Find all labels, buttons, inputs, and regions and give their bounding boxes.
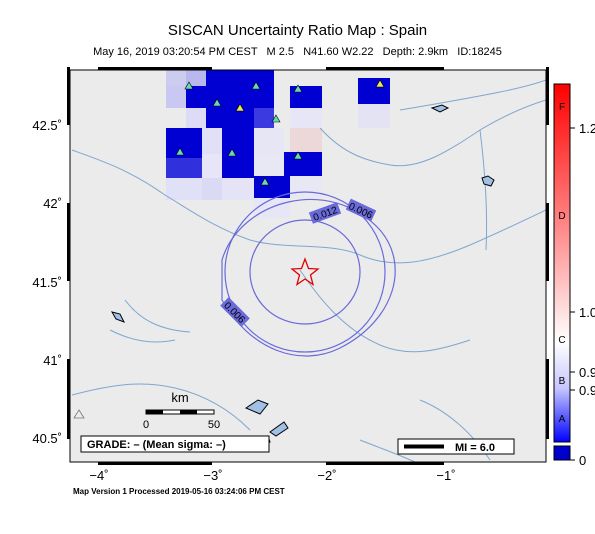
colorbar-value: 1.0 bbox=[579, 305, 595, 320]
colorbar-values: 1.2 1.0 0.9 0.9 0 bbox=[579, 121, 595, 468]
triangle-icon bbox=[212, 98, 222, 107]
colorbar-gradient bbox=[553, 83, 571, 443]
grade-letter: C bbox=[558, 335, 565, 346]
lat-tick-label: 40.5˚ bbox=[32, 431, 62, 446]
lat-tick-label: 42˚ bbox=[43, 196, 62, 211]
triangle-icon bbox=[235, 103, 245, 112]
grade-letter: F bbox=[559, 102, 565, 113]
uncertainty-grid bbox=[166, 70, 390, 218]
map-panel: 0.006 0.012 0.006 bbox=[67, 67, 549, 465]
colorbar: F D C B A 1.2 1.0 0.9 0.9 0 bbox=[553, 83, 595, 468]
svg-text:GRADE: – (Mean sigma: –): GRADE: – (Mean sigma: –) bbox=[87, 439, 226, 451]
svg-text:km: km bbox=[171, 390, 188, 405]
mi-legend: MI = 6.0 bbox=[397, 438, 515, 455]
lat-tick-label: 41˚ bbox=[43, 353, 62, 368]
triangle-icon bbox=[175, 147, 185, 156]
rivers bbox=[71, 79, 546, 462]
triangle-icon bbox=[73, 409, 85, 419]
triangle-icon bbox=[293, 151, 303, 160]
triangle-icon bbox=[184, 81, 194, 90]
lon-tick-label: −2˚ bbox=[317, 468, 336, 483]
lat-tick-label: 41.5˚ bbox=[32, 275, 62, 290]
grade-letter: B bbox=[559, 376, 566, 387]
grade-letter: A bbox=[559, 414, 566, 425]
scale-bar: km 0 50 bbox=[143, 390, 220, 431]
colorbar-value: 0 bbox=[579, 453, 586, 468]
grade-letter: D bbox=[558, 211, 565, 222]
triangle-icon bbox=[293, 84, 303, 93]
triangle-icon bbox=[271, 114, 281, 123]
triangle-icon bbox=[227, 148, 237, 157]
map-title: SISCAN Uncertainty Ratio Map : Spain bbox=[167, 22, 428, 39]
triangle-icon bbox=[260, 177, 270, 186]
station-markers bbox=[175, 79, 385, 186]
triangle-icon bbox=[251, 81, 261, 90]
longitude-labels: −4˚ −3˚ −2˚ −1˚ bbox=[89, 468, 455, 483]
lon-tick-label: −1˚ bbox=[436, 468, 455, 483]
latitude-labels: 42.5˚ 42˚ 41.5˚ 41˚ 40.5˚ bbox=[32, 118, 62, 446]
colorbar-zero-swatch bbox=[553, 445, 571, 461]
lat-tick-label: 42.5˚ bbox=[32, 118, 62, 133]
lon-tick-label: −4˚ bbox=[89, 468, 108, 483]
uncertainty-contours bbox=[221, 191, 396, 357]
lon-tick-label: −3˚ bbox=[203, 468, 222, 483]
star-icon bbox=[290, 257, 320, 287]
map-border-ticks bbox=[67, 67, 549, 465]
svg-text:MI = 6.0: MI = 6.0 bbox=[455, 442, 495, 454]
map-footer: Map Version 1 Processed 2019-05-16 03:24… bbox=[73, 487, 285, 496]
colorbar-value: 1.2 bbox=[579, 121, 595, 136]
triangle-icon bbox=[375, 79, 385, 88]
colorbar-grades: F D C B A bbox=[558, 102, 565, 425]
svg-text:0: 0 bbox=[143, 419, 149, 431]
colorbar-value: 0.9 bbox=[579, 365, 595, 380]
map-subtitle: May 16, 2019 03:20:54 PM CEST M 2.5 N41.… bbox=[93, 46, 502, 58]
grade-box: GRADE: – (Mean sigma: –) bbox=[80, 435, 270, 453]
colorbar-value: 0.9 bbox=[579, 383, 595, 398]
svg-text:50: 50 bbox=[208, 419, 220, 431]
